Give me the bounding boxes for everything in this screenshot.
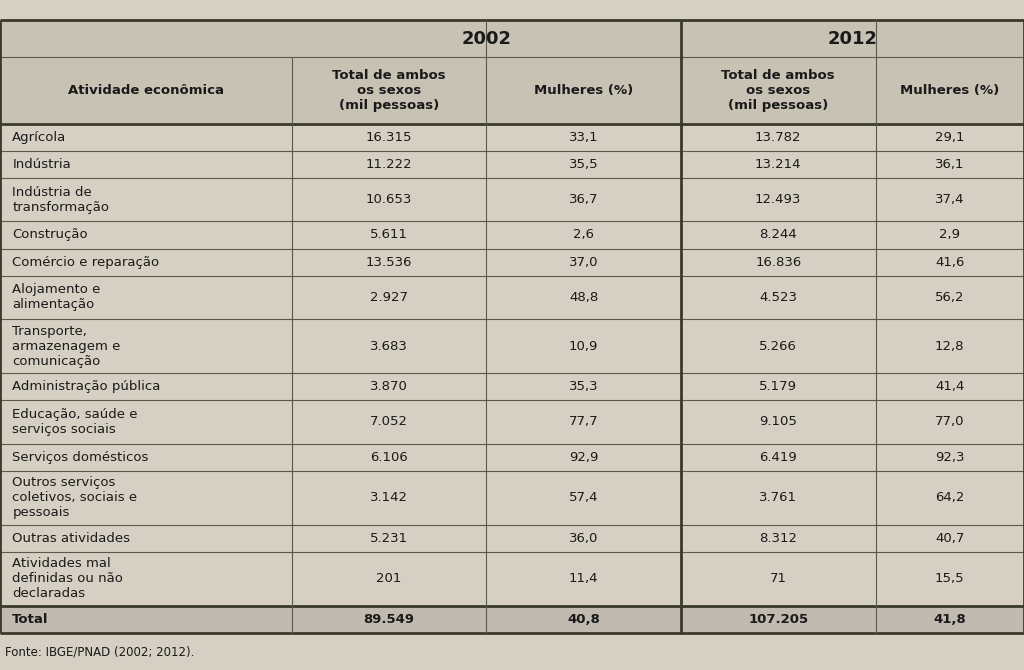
Text: 64,2: 64,2: [935, 491, 965, 505]
Text: 5.231: 5.231: [370, 532, 409, 545]
Text: Alojamento e
alimentação: Alojamento e alimentação: [12, 283, 100, 312]
Text: Comércio e reparação: Comércio e reparação: [12, 255, 160, 269]
Text: 3.761: 3.761: [759, 491, 798, 505]
Text: Indústria: Indústria: [12, 158, 71, 171]
Text: 92,3: 92,3: [935, 451, 965, 464]
Text: 35,3: 35,3: [569, 380, 598, 393]
Text: 33,1: 33,1: [569, 131, 598, 144]
Text: 29,1: 29,1: [935, 131, 965, 144]
Text: 3.870: 3.870: [371, 380, 408, 393]
Text: 12,8: 12,8: [935, 340, 965, 352]
Text: Indústria de
transformação: Indústria de transformação: [12, 186, 110, 214]
Bar: [0, 552, 1024, 606]
Text: 13.536: 13.536: [366, 255, 413, 269]
Text: 13.214: 13.214: [755, 158, 802, 171]
Text: 36,1: 36,1: [935, 158, 965, 171]
Text: 36,0: 36,0: [569, 532, 598, 545]
Text: 16.836: 16.836: [755, 255, 802, 269]
Text: 41,4: 41,4: [935, 380, 965, 393]
Text: 13.782: 13.782: [755, 131, 802, 144]
Text: Administração pública: Administração pública: [12, 380, 161, 393]
Text: Fonte: IBGE/PNAD (2002; 2012).: Fonte: IBGE/PNAD (2002; 2012).: [5, 645, 195, 658]
Text: 37,4: 37,4: [935, 193, 965, 206]
Bar: [0, 178, 1024, 222]
Text: Educação, saúde e
serviços sociais: Educação, saúde e serviços sociais: [12, 408, 138, 436]
Text: 3.142: 3.142: [370, 491, 409, 505]
Bar: [0, 249, 1024, 275]
Text: 77,0: 77,0: [935, 415, 965, 428]
Text: 4.523: 4.523: [759, 291, 798, 304]
Text: 10.653: 10.653: [366, 193, 413, 206]
Text: Mulheres (%): Mulheres (%): [535, 84, 633, 97]
Text: 6.419: 6.419: [760, 451, 797, 464]
Bar: [0, 400, 1024, 444]
Text: 37,0: 37,0: [569, 255, 598, 269]
Bar: [0, 275, 1024, 319]
Text: 6.106: 6.106: [371, 451, 408, 464]
Bar: [0, 319, 1024, 373]
Text: 2,9: 2,9: [939, 228, 961, 241]
Text: 2002: 2002: [462, 29, 511, 48]
Text: 36,7: 36,7: [569, 193, 598, 206]
Text: 2,6: 2,6: [573, 228, 594, 241]
Bar: [0, 525, 1024, 552]
Text: 10,9: 10,9: [569, 340, 598, 352]
Text: 40,7: 40,7: [935, 532, 965, 545]
Text: 15,5: 15,5: [935, 572, 965, 586]
Text: 5.179: 5.179: [759, 380, 798, 393]
Text: 40,8: 40,8: [567, 613, 600, 626]
Text: 201: 201: [377, 572, 401, 586]
Text: 56,2: 56,2: [935, 291, 965, 304]
Text: 5.266: 5.266: [760, 340, 797, 352]
Text: 8.244: 8.244: [760, 228, 797, 241]
Text: Outros serviços
coletivos, sociais e
pessoais: Outros serviços coletivos, sociais e pes…: [12, 476, 137, 519]
Text: 41,6: 41,6: [935, 255, 965, 269]
Text: Construção: Construção: [12, 228, 88, 241]
Text: 89.549: 89.549: [364, 613, 415, 626]
Bar: [0, 373, 1024, 400]
Bar: [0, 57, 1024, 124]
Text: Agrícola: Agrícola: [12, 131, 67, 144]
Text: 92,9: 92,9: [569, 451, 598, 464]
Text: 12.493: 12.493: [755, 193, 802, 206]
Bar: [0, 222, 1024, 249]
Text: 16.315: 16.315: [366, 131, 413, 144]
Bar: [0, 20, 1024, 57]
Bar: [0, 606, 1024, 633]
Text: Transporte,
armazenagem e
comunicação: Transporte, armazenagem e comunicação: [12, 324, 121, 368]
Text: 11.222: 11.222: [366, 158, 413, 171]
Text: Atividade econômica: Atividade econômica: [68, 84, 224, 97]
Text: 77,7: 77,7: [569, 415, 598, 428]
Bar: [0, 444, 1024, 470]
Text: 57,4: 57,4: [569, 491, 598, 505]
Text: Atividades mal
definidas ou não
declaradas: Atividades mal definidas ou não declarad…: [12, 557, 123, 600]
Bar: [0, 151, 1024, 178]
Bar: [0, 124, 1024, 151]
Text: Total de ambos
os sexos
(mil pessoas): Total de ambos os sexos (mil pessoas): [722, 69, 835, 112]
Text: Outras atividades: Outras atividades: [12, 532, 130, 545]
Text: 48,8: 48,8: [569, 291, 598, 304]
Text: 7.052: 7.052: [370, 415, 409, 428]
Text: 2012: 2012: [827, 29, 878, 48]
Text: Total: Total: [12, 613, 49, 626]
Text: 11,4: 11,4: [569, 572, 598, 586]
Text: Total de ambos
os sexos
(mil pessoas): Total de ambos os sexos (mil pessoas): [333, 69, 445, 112]
Text: 2.927: 2.927: [370, 291, 409, 304]
Text: 5.611: 5.611: [370, 228, 409, 241]
Text: 41,8: 41,8: [934, 613, 966, 626]
Text: Mulheres (%): Mulheres (%): [900, 84, 999, 97]
Text: Serviços domésticos: Serviços domésticos: [12, 451, 148, 464]
Text: 35,5: 35,5: [569, 158, 598, 171]
Bar: [0, 470, 1024, 525]
Text: 3.683: 3.683: [371, 340, 408, 352]
Text: 71: 71: [770, 572, 786, 586]
Text: 9.105: 9.105: [760, 415, 797, 428]
Text: 107.205: 107.205: [749, 613, 808, 626]
Text: 8.312: 8.312: [759, 532, 798, 545]
